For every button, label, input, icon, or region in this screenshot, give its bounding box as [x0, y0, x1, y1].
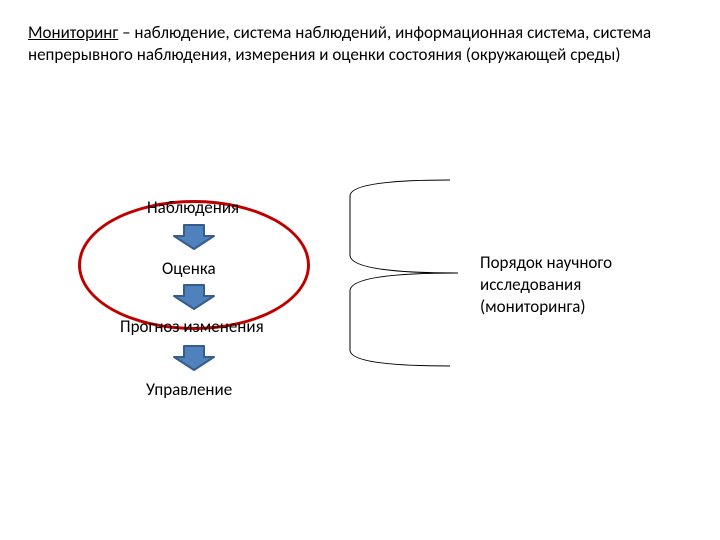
curly-brace	[330, 178, 460, 368]
arrow-down-1	[172, 223, 216, 251]
arrow-down-2	[172, 283, 216, 311]
flow-item-evaluation: Оценка	[162, 258, 216, 279]
right-label-line2: исследования	[480, 274, 581, 295]
right-label-line3: (мониторинга)	[480, 296, 586, 317]
term: Мониторинг	[28, 22, 118, 43]
flow-item-management: Управление	[146, 379, 232, 400]
right-label: Порядок научного исследования (мониторин…	[480, 252, 612, 318]
flow-item-observations: Наблюдения	[147, 197, 239, 218]
arrow-down-3	[172, 344, 216, 372]
right-label-line1: Порядок научного	[480, 252, 612, 273]
flow-item-forecast: Прогноз изменения	[120, 316, 264, 337]
definition: – наблюдение, система наблюдений, информ…	[28, 22, 651, 65]
definition-text: Мониторинг – наблюдение, система наблюде…	[28, 22, 690, 66]
